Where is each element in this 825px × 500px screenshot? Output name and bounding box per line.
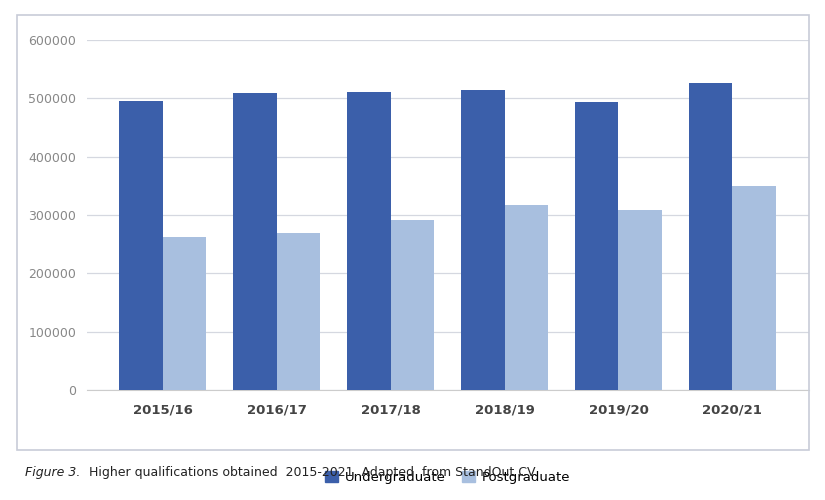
Bar [390,220,434,390]
Bar [347,92,390,390]
Bar [120,102,163,390]
Bar [619,210,662,390]
Bar [733,186,776,390]
Bar [505,205,548,390]
Bar [163,236,206,390]
Bar [233,92,276,390]
Text: Figure 3.: Figure 3. [25,466,80,479]
Bar [575,102,619,390]
Bar [276,232,320,390]
Bar [461,90,505,390]
Bar [689,82,733,390]
Legend: Undergraduate, Postgraduate: Undergraduate, Postgraduate [321,468,574,488]
Text: Higher qualifications obtained  2015-2021. Adapted  from StandOut CV.: Higher qualifications obtained 2015-2021… [85,466,538,479]
